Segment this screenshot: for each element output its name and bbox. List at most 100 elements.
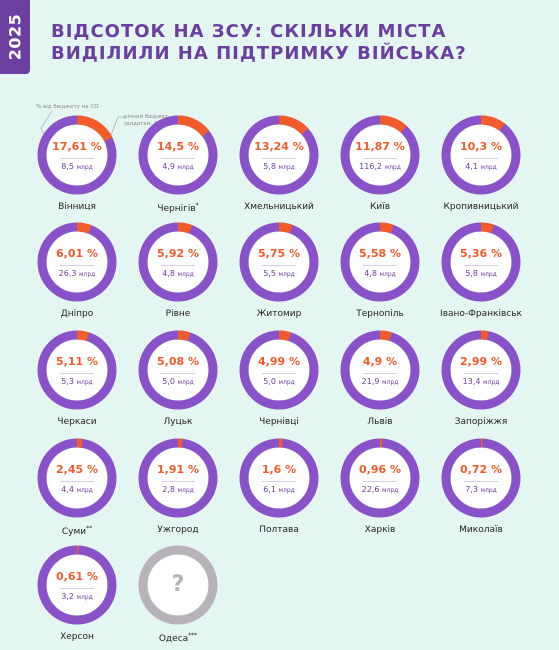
city-name-text: Суми (61, 527, 87, 537)
donut-segment (138, 330, 218, 410)
donut-segment (138, 115, 218, 195)
budget-label: 7,3 млрд (436, 485, 526, 494)
budget-unit: млрд (76, 487, 93, 494)
budget-label: 5,0 млрд (234, 377, 324, 386)
budget-unit: млрд (79, 271, 96, 278)
city-donut: 5,36 % 5,8 млрд Івано-Франківськ (436, 222, 526, 327)
budget-value: 4,8 (162, 269, 175, 278)
budget-label: 5,3 млрд (32, 377, 122, 386)
city-name: Житомир (219, 309, 339, 319)
legend-percent-note: % від бюджету на СО (36, 104, 99, 110)
budget-unit: млрд (483, 379, 500, 386)
donut-segment (138, 438, 218, 518)
footnote-mark: ** (86, 525, 93, 532)
budget-value: 6,1 (263, 485, 276, 494)
budget-unit: млрд (76, 379, 93, 386)
donut-center (350, 232, 410, 292)
city-name-text: Полтава (259, 525, 299, 535)
donut-ring (239, 222, 319, 302)
budget-value: 3,2 (61, 592, 74, 601)
donut-center (148, 340, 208, 400)
percent-label: 2,99 % (460, 355, 502, 368)
percent-label: 17,61 % (52, 140, 102, 153)
city-name: Суми** (17, 525, 137, 537)
percent-label: 4,99 % (258, 355, 300, 368)
percent-label: 13,24 % (254, 140, 304, 153)
donut-center (148, 125, 208, 185)
budget-label: 21,9 млрд (335, 377, 425, 386)
city-name: Запоріжжя (421, 417, 541, 427)
city-donut: 4,9 % 21,9 млрд Львів (335, 330, 425, 435)
city-name-text: Харків (364, 525, 396, 535)
donut-ring (37, 438, 117, 518)
label-divider (60, 588, 94, 589)
budget-value: 5,0 (263, 377, 276, 386)
label-divider (464, 265, 498, 266)
label-divider (60, 373, 94, 374)
donut-track (138, 545, 218, 625)
city-donut: 1,6 % 6,1 млрд Полтава (234, 438, 324, 543)
footnote-mark: * (195, 202, 199, 209)
budget-value: 7,3 (465, 485, 478, 494)
donut-ring (37, 330, 117, 410)
budget-value: 22,6 (361, 485, 380, 494)
budget-unit: млрд (278, 271, 295, 278)
donut-segment (37, 438, 117, 518)
donut-center (451, 340, 511, 400)
city-name-text: Херсон (60, 632, 94, 642)
donut-center (249, 232, 309, 292)
city-donut: ? Одеса*** (133, 545, 223, 650)
percent-label: 6,01 % (56, 247, 98, 260)
budget-value: 4,4 (61, 485, 74, 494)
label-divider (262, 481, 296, 482)
percent-label: 10,3 % (460, 140, 502, 153)
city-donut: 2,99 % 13,4 млрд Запоріжжя (436, 330, 526, 435)
label-divider (262, 158, 296, 159)
donut-segment (37, 330, 117, 410)
budget-value: 5,0 (162, 377, 175, 386)
city-donut: 10,3 % 4,1 млрд Кропивницький (436, 115, 526, 220)
budget-unit: млрд (177, 379, 194, 386)
city-name: Київ (320, 202, 440, 212)
donut-ring (441, 222, 521, 302)
donut-ring (37, 115, 117, 195)
label-divider (363, 158, 397, 159)
city-name-text: Тернопіль (356, 309, 404, 319)
budget-label: 116,2 млрд (335, 162, 425, 171)
city-name: Ужгород (118, 525, 238, 535)
year-badge: 2025 (0, 0, 30, 74)
city-name-text: Хмельницький (244, 202, 314, 212)
budget-label: 22,6 млрд (335, 485, 425, 494)
label-divider (464, 373, 498, 374)
city-donut: 5,11 % 5,3 млрд Черкаси (32, 330, 122, 435)
percent-label: 2,45 % (56, 463, 98, 476)
city-name-text: Чернігів (157, 204, 196, 214)
label-divider (363, 481, 397, 482)
donut-segment (441, 222, 521, 302)
city-name-text: Київ (369, 202, 391, 212)
budget-unit: млрд (379, 271, 396, 278)
donut-ring (138, 545, 218, 625)
donut-segment (239, 115, 319, 195)
donut-center (148, 448, 208, 508)
city-donut: 2,45 % 4,4 млрд Суми** (32, 438, 122, 543)
title-line-2: ВИДІЛИЛИ НА ПІДТРИМКУ ВІЙСЬКА? (51, 43, 467, 64)
label-divider (161, 265, 195, 266)
donut-ring (138, 115, 218, 195)
percent-label: 11,87 % (355, 140, 405, 153)
donut-center (350, 125, 410, 185)
label-divider (60, 265, 94, 266)
city-name: Івано-Франківськ (421, 309, 541, 319)
budget-value: 116,2 (359, 162, 383, 171)
city-name: Одеса*** (118, 632, 238, 644)
budget-label: 5,5 млрд (234, 269, 324, 278)
donut-center (249, 448, 309, 508)
donut-ring (441, 115, 521, 195)
budget-unit: млрд (76, 594, 93, 601)
city-name: Чернівці (219, 417, 339, 427)
budget-label: 5,8 млрд (436, 269, 526, 278)
donut-ring (441, 438, 521, 518)
legend-budget-note-line2: (видатки, ₴) (124, 121, 161, 127)
city-donut: 0,96 % 22,6 млрд Харків (335, 438, 425, 543)
donut-center (350, 448, 410, 508)
